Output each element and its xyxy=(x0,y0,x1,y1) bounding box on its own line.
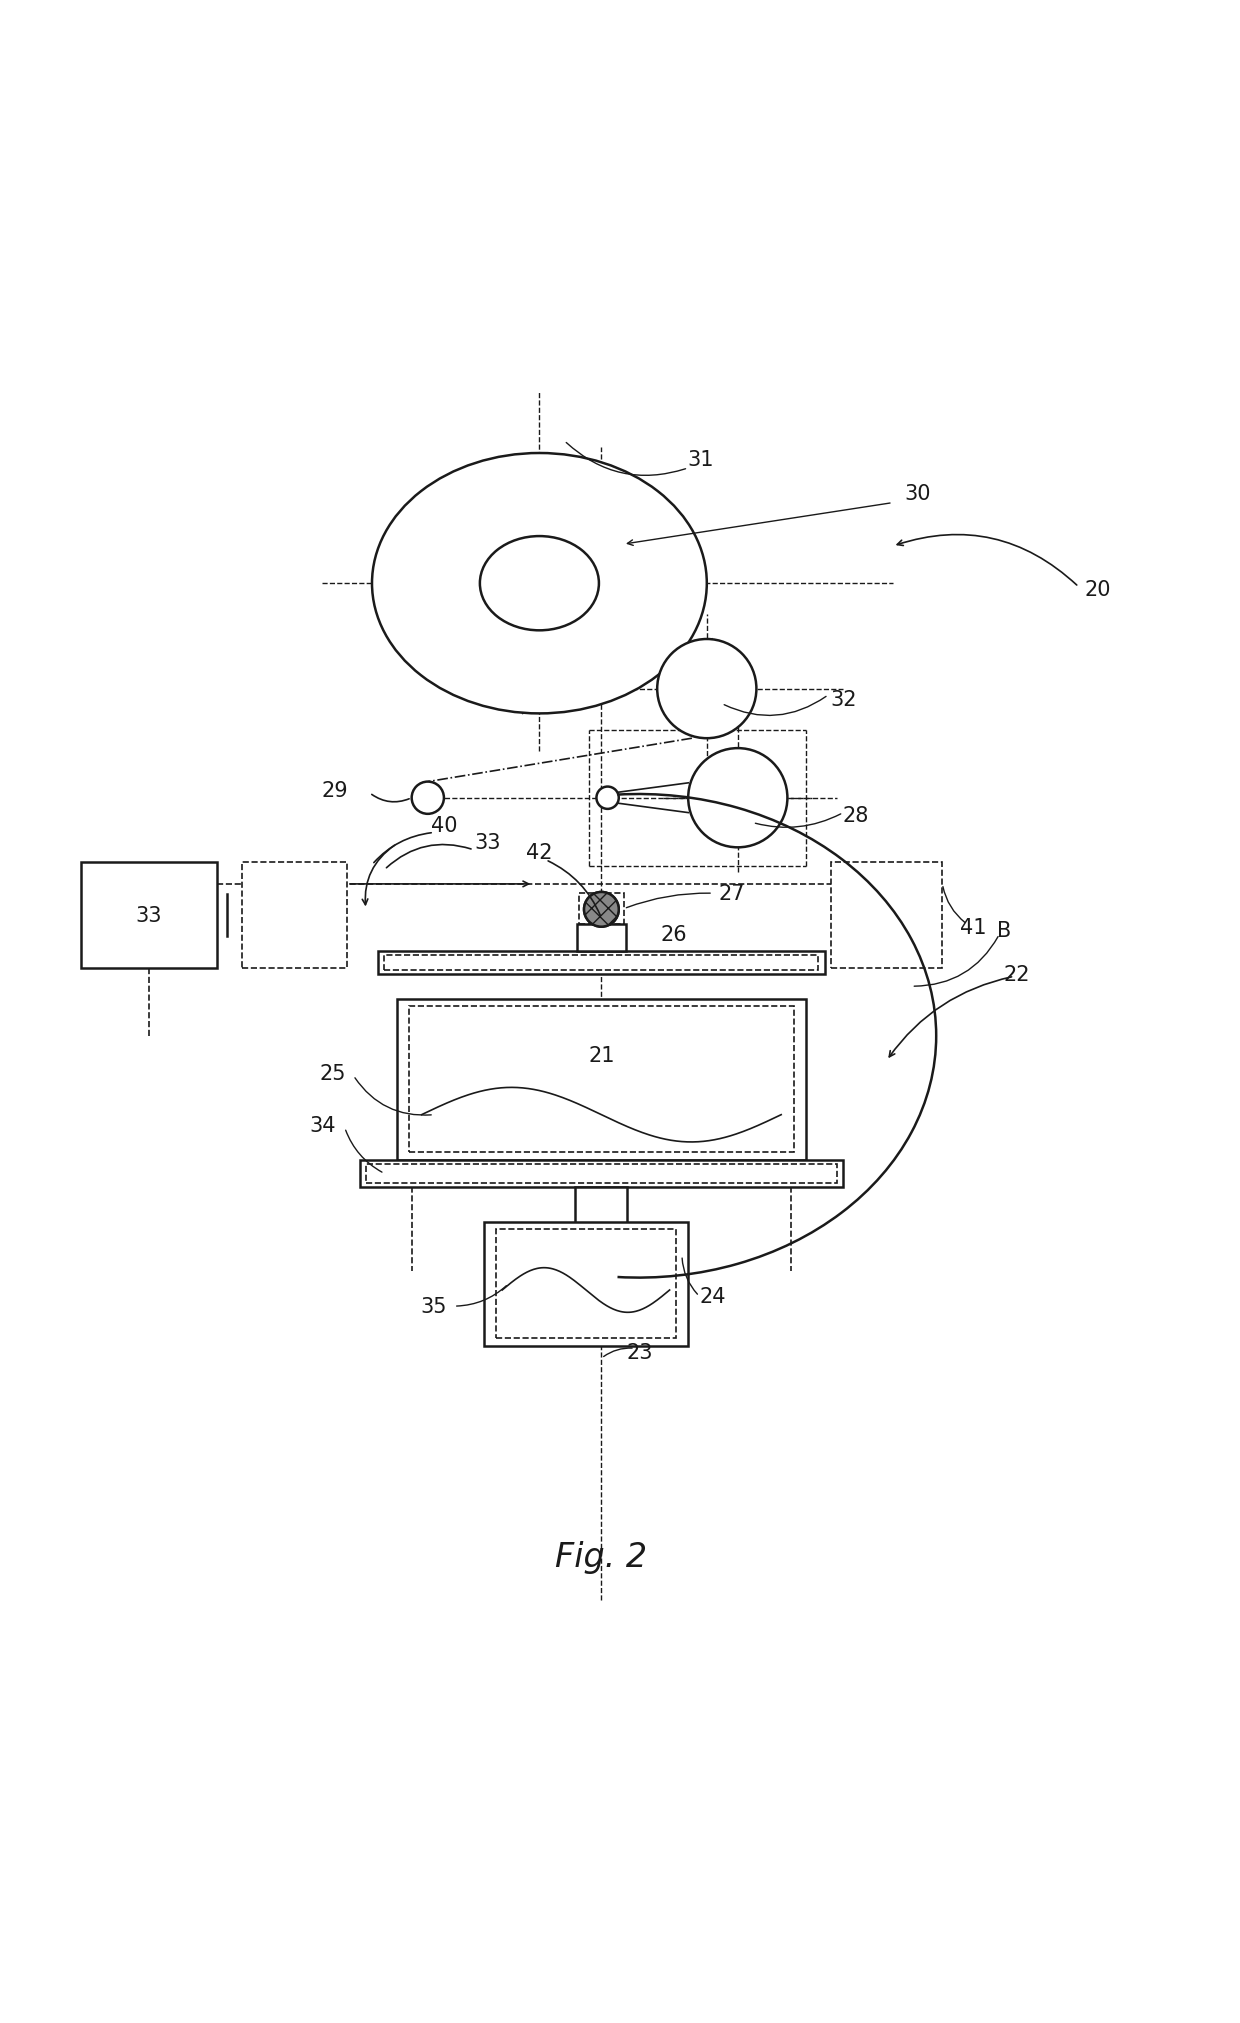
Bar xyxy=(242,862,347,969)
Text: 30: 30 xyxy=(904,483,931,504)
Bar xyxy=(484,1222,688,1345)
Circle shape xyxy=(584,892,619,927)
Text: 42: 42 xyxy=(526,844,553,864)
Bar xyxy=(577,925,626,953)
Text: 41: 41 xyxy=(960,916,987,937)
Bar xyxy=(360,1161,843,1188)
Text: Fig. 2: Fig. 2 xyxy=(556,1540,647,1574)
Ellipse shape xyxy=(372,453,707,714)
Text: 33: 33 xyxy=(474,833,501,854)
Text: 40: 40 xyxy=(430,815,458,835)
Circle shape xyxy=(688,749,787,848)
Bar xyxy=(366,1163,837,1183)
Text: 35: 35 xyxy=(420,1297,448,1317)
Text: 26: 26 xyxy=(660,925,687,945)
Ellipse shape xyxy=(480,536,599,631)
Bar xyxy=(831,862,942,969)
Circle shape xyxy=(584,892,619,927)
Circle shape xyxy=(596,787,619,809)
Text: 23: 23 xyxy=(626,1343,653,1361)
Text: 20: 20 xyxy=(1084,581,1111,601)
Bar xyxy=(384,955,818,971)
Bar xyxy=(81,862,217,969)
Text: B: B xyxy=(997,920,1012,941)
Text: 25: 25 xyxy=(319,1064,346,1084)
Circle shape xyxy=(657,639,756,738)
Text: 29: 29 xyxy=(321,781,348,801)
Text: 31: 31 xyxy=(687,449,714,469)
Text: 21: 21 xyxy=(588,1046,615,1066)
Text: 27: 27 xyxy=(718,884,745,904)
Text: 32: 32 xyxy=(830,690,857,710)
Bar xyxy=(409,1007,794,1153)
Bar xyxy=(579,894,624,925)
Text: 22: 22 xyxy=(1003,965,1030,985)
Bar xyxy=(378,953,825,975)
Text: 34: 34 xyxy=(309,1115,336,1135)
Bar xyxy=(575,1188,627,1244)
Bar xyxy=(521,1244,682,1268)
Text: 33: 33 xyxy=(135,906,162,925)
Text: 24: 24 xyxy=(699,1287,727,1307)
Circle shape xyxy=(412,783,444,815)
Text: 28: 28 xyxy=(842,805,869,825)
Bar xyxy=(496,1230,676,1339)
Bar xyxy=(397,999,806,1161)
